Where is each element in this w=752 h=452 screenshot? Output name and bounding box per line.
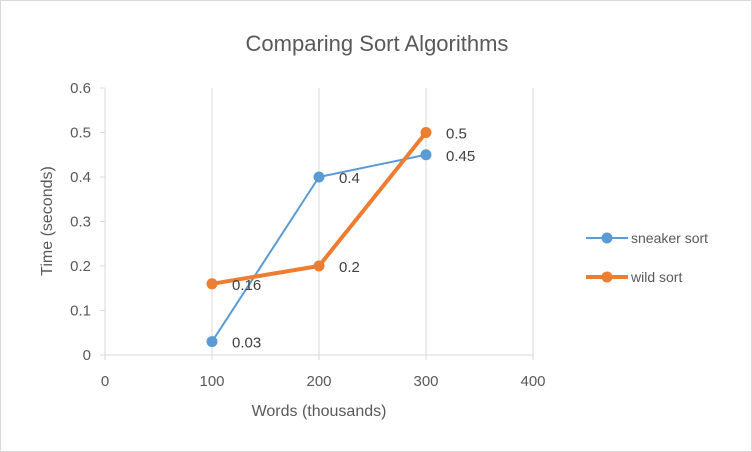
y-axis-title: Time (seconds) xyxy=(39,166,56,276)
data-label: 0.16 xyxy=(232,277,261,294)
legend: sneaker sort wild sort xyxy=(586,230,708,285)
data-label: 0.45 xyxy=(446,148,475,165)
legend-marker xyxy=(601,232,613,244)
x-tick-label: 100 xyxy=(199,373,224,390)
chart-title: Comparing Sort Algorithms xyxy=(246,31,509,56)
data-point xyxy=(420,127,432,138)
data-point xyxy=(420,149,432,161)
x-tick-label: 200 xyxy=(306,373,331,390)
series-lines xyxy=(206,127,432,348)
y-tick-label: 0 xyxy=(83,347,91,364)
data-label: 0.4 xyxy=(339,170,360,187)
x-tick-label: 0 xyxy=(101,373,109,390)
x-axis-title: Words (thousands) xyxy=(252,403,387,420)
x-tick-label: 400 xyxy=(520,373,545,390)
data-point xyxy=(313,260,325,272)
y-tick-label: 0.2 xyxy=(70,258,91,275)
axes: 0 0.1 0.2 0.3 0.4 0.5 0.6 0 100 200 300 400 xyxy=(70,80,545,390)
legend-label: sneaker sort xyxy=(631,230,708,246)
data-labels: 0.03 0.4 0.45 0.16 0.2 0.5 xyxy=(232,126,475,352)
data-point xyxy=(206,278,218,290)
data-point xyxy=(313,171,325,183)
y-tick-label: 0.4 xyxy=(70,169,91,186)
y-tick-label: 0.1 xyxy=(70,303,91,320)
legend-label: wild sort xyxy=(630,269,682,285)
data-point xyxy=(206,336,218,348)
y-tick-label: 0.6 xyxy=(70,80,91,97)
gridlines xyxy=(211,88,534,355)
y-tick-label: 0.3 xyxy=(70,214,91,231)
x-tick-label: 300 xyxy=(413,373,438,390)
data-label: 0.03 xyxy=(232,335,261,352)
data-label: 0.5 xyxy=(446,126,467,143)
data-label: 0.2 xyxy=(339,259,360,276)
y-tick-label: 0.5 xyxy=(70,125,91,142)
legend-marker xyxy=(601,271,613,283)
